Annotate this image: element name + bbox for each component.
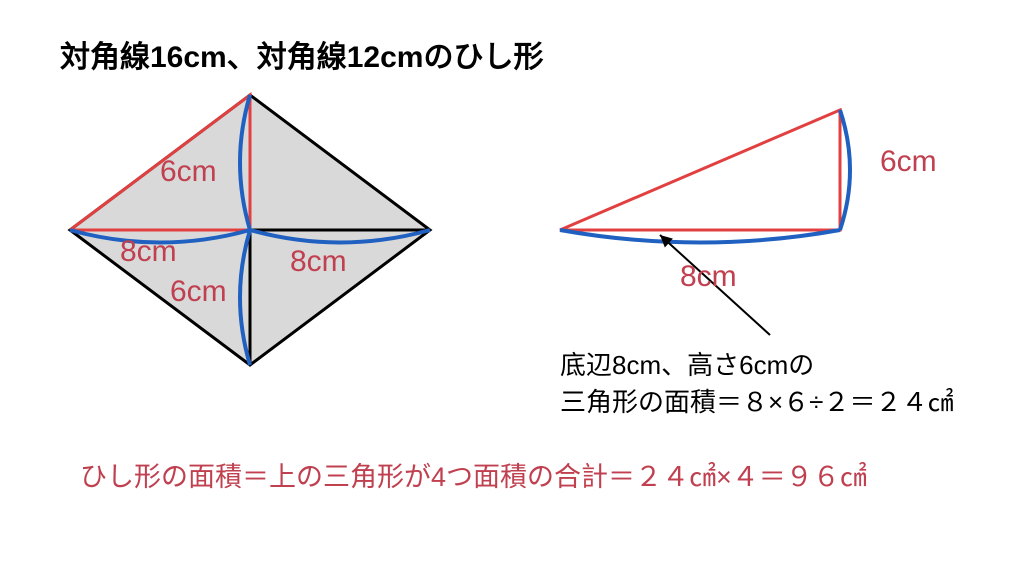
separate-triangle xyxy=(560,110,840,230)
label-triangle-8cm: 8cm xyxy=(680,260,737,294)
separate-arc-base xyxy=(560,230,840,243)
formula1-line1: 底辺8cm、高さ6cmの xyxy=(560,345,814,382)
label-bottomleft-6cm: 6cm xyxy=(170,275,227,309)
diagram-title: 対角線16cm、対角線12cmのひし形 xyxy=(60,32,543,76)
rhombus-group xyxy=(70,95,430,365)
label-midleft-8cm: 8cm xyxy=(120,235,177,269)
formula2: ひし形の面積＝上の三角形が4つ面積の合計＝２４㎠×４＝９６㎠ xyxy=(80,455,867,494)
label-triangle-6cm: 6cm xyxy=(880,145,937,179)
formula1-line2: 三角形の面積＝８×６÷２＝２４㎠ xyxy=(560,382,953,419)
separate-triangle-group xyxy=(560,110,850,243)
label-midright-8cm: 8cm xyxy=(290,245,347,279)
label-topleft-6cm: 6cm xyxy=(160,155,217,189)
